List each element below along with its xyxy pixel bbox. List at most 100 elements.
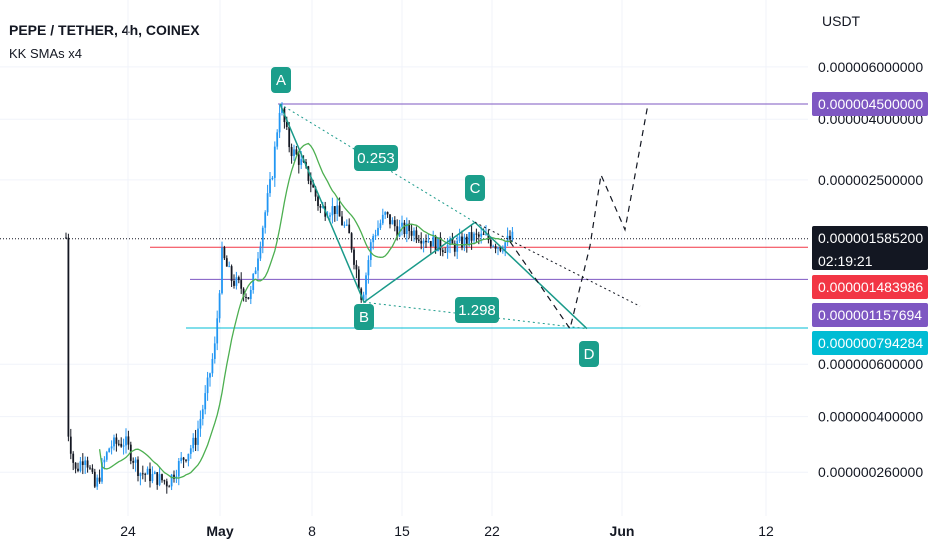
abcd-pattern (279, 103, 641, 330)
candle-body (96, 477, 99, 487)
candle-body (413, 230, 415, 236)
candle-body (216, 318, 219, 344)
candle-body (151, 473, 154, 482)
candle-body (245, 296, 247, 298)
candle-body (329, 215, 331, 217)
candle-body (194, 437, 197, 445)
candle-body (233, 280, 235, 286)
candle-body (331, 206, 334, 216)
ratio-label-1-text: 0.253 (357, 150, 395, 167)
price-tag-value: 0.000001585200 (818, 230, 923, 246)
candle-body (271, 177, 274, 180)
candle-body (403, 222, 406, 234)
candle-body (379, 223, 382, 228)
ratio-label-2-text: 1.298 (458, 302, 496, 319)
candle-body (297, 154, 300, 165)
time-tick-label: 12 (758, 523, 774, 539)
candle-body (451, 239, 454, 244)
candle-body (223, 247, 226, 259)
candle-body (269, 179, 271, 194)
price-tag (812, 92, 928, 116)
candle-body (117, 443, 120, 445)
candle-body (504, 242, 507, 251)
candle-body (252, 273, 255, 290)
candle-body (180, 457, 183, 462)
price-tick-label: 0.000002500000 (818, 172, 923, 188)
candle-body (259, 246, 262, 259)
time-tick-label: May (206, 523, 233, 539)
candle-body (120, 443, 123, 447)
candle-body (367, 260, 370, 276)
candle-body (420, 240, 423, 244)
candle-body (173, 474, 175, 479)
sma-line (98, 142, 513, 479)
pattern-legs (279, 103, 588, 330)
time-tick-label: 8 (308, 523, 316, 539)
candle-body (264, 212, 267, 228)
candle-body (163, 480, 166, 482)
label-c-box (465, 175, 485, 201)
label-b-box (354, 304, 374, 330)
price-tag-value: 0.000000794284 (818, 335, 923, 351)
price-tag-value: 0.000001157694 (818, 307, 922, 323)
candle-body (309, 180, 312, 185)
candle-body (372, 236, 375, 243)
candle-body (338, 205, 341, 217)
candle-body (319, 205, 322, 208)
projection-path (509, 103, 649, 331)
candle-body (509, 235, 511, 240)
pattern-labels: A B C D 0.253 1.298 (271, 67, 599, 367)
candle-body (98, 477, 101, 482)
candles (65, 102, 514, 494)
ratio-ac-line (279, 103, 476, 223)
time-axis[interactable]: 24 May 8 15 22 Jun 12 (0, 516, 808, 550)
price-chart[interactable]: A B C D 0.253 1.298 (0, 0, 808, 516)
grid (0, 0, 808, 516)
candle-body (139, 473, 142, 477)
candle-body (499, 247, 502, 251)
candle-body (149, 468, 151, 482)
time-tick-label: Jun (610, 523, 635, 539)
label-a: A (271, 67, 291, 93)
price-tick-label: 0.000000400000 (818, 409, 923, 425)
price-tag-value: 0.000004500000 (818, 96, 923, 112)
candle-body (384, 212, 387, 215)
candle-body (74, 462, 77, 469)
candle-body (369, 242, 372, 261)
candle-body (225, 258, 228, 267)
candle-body (295, 149, 298, 155)
candle-body (300, 159, 303, 165)
candle-body (293, 149, 295, 157)
candle-body (437, 237, 439, 252)
price-tick-label: 0.000006000000 (818, 59, 923, 75)
candle-body (314, 187, 317, 197)
candle-body (288, 126, 291, 148)
candle-body (434, 236, 437, 252)
candle-body (365, 275, 367, 295)
time-tick-label: 22 (484, 523, 500, 539)
label-a-box (271, 67, 291, 93)
price-tick-label: 0.000000260000 (818, 464, 923, 480)
candle-body (192, 437, 195, 449)
candle-body (249, 289, 252, 299)
candle-body (77, 468, 79, 471)
candle-body (218, 293, 221, 319)
candle-body (468, 232, 471, 245)
candle-body (141, 473, 144, 475)
chart-title: PEPE / TETHER, 4h, COINEX (9, 22, 200, 38)
candle-body (480, 233, 483, 237)
candle-body (357, 269, 360, 289)
candle-body (281, 108, 283, 113)
candle-body (473, 233, 475, 241)
label-b-text: B (359, 309, 369, 326)
trend-line (474, 221, 641, 307)
candle-body (389, 214, 391, 225)
candle-body (470, 232, 473, 241)
candle-body (345, 224, 348, 226)
indicator-label[interactable]: KK SMAs x4 (9, 46, 82, 61)
candle-body (501, 250, 504, 252)
price-axis[interactable]: USDT 0.0000060000000.0000040000000.00000… (808, 0, 932, 550)
candle-body (355, 264, 358, 270)
candle-body (185, 459, 187, 461)
candle-body (386, 212, 389, 215)
